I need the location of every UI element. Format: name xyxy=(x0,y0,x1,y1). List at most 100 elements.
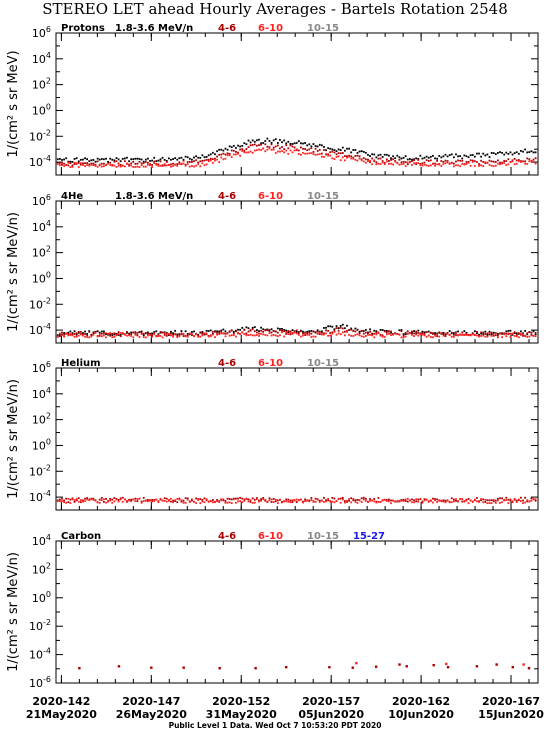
data-point xyxy=(82,332,84,334)
data-point xyxy=(440,499,443,502)
data-point xyxy=(136,332,139,335)
data-point xyxy=(100,496,103,499)
data-point xyxy=(71,498,74,501)
data-point xyxy=(415,332,418,335)
data-point xyxy=(155,330,158,333)
data-point xyxy=(499,151,501,154)
data-point xyxy=(134,157,137,160)
data-point xyxy=(245,326,248,329)
data-point xyxy=(232,144,235,147)
data-point xyxy=(484,161,487,164)
data-point xyxy=(517,160,520,163)
data-point xyxy=(214,157,216,160)
data-point xyxy=(270,141,273,144)
data-point xyxy=(411,160,413,162)
data-point xyxy=(320,155,323,158)
data-point xyxy=(226,501,229,504)
data-point xyxy=(113,160,116,163)
data-point xyxy=(534,333,537,336)
data-point xyxy=(111,501,114,504)
data-point xyxy=(438,331,441,334)
data-point xyxy=(170,163,172,166)
y-tick-label: 102 xyxy=(32,412,51,427)
data-point xyxy=(527,667,531,670)
data-point xyxy=(297,499,300,502)
data-point xyxy=(71,160,74,163)
data-point xyxy=(476,332,478,334)
data-point xyxy=(111,498,114,501)
data-point xyxy=(258,335,260,337)
data-point xyxy=(191,161,193,163)
y-axis-label: 1/(cm² s sr MeV) xyxy=(6,50,21,157)
data-point xyxy=(402,160,405,163)
data-point xyxy=(140,330,143,333)
data-point xyxy=(415,500,418,503)
data-point xyxy=(264,143,267,146)
data-point xyxy=(323,333,325,336)
data-point xyxy=(467,156,470,159)
data-point xyxy=(262,333,265,336)
data-point xyxy=(346,324,348,327)
data-point xyxy=(344,330,346,333)
data-point xyxy=(350,501,353,504)
data-point xyxy=(75,499,78,502)
data-point xyxy=(274,334,277,337)
data-point xyxy=(488,156,491,158)
data-point xyxy=(442,499,445,502)
data-point xyxy=(509,336,512,338)
data-point xyxy=(253,149,256,152)
data-point xyxy=(455,164,457,167)
data-point xyxy=(230,502,233,505)
data-point xyxy=(505,496,508,499)
data-point xyxy=(476,497,478,499)
data-point xyxy=(381,161,384,164)
data-point xyxy=(214,153,216,156)
data-point xyxy=(82,162,84,165)
data-point xyxy=(492,334,495,337)
data-point xyxy=(147,161,149,164)
data-point xyxy=(147,334,149,337)
data-point xyxy=(402,500,405,502)
data-point xyxy=(377,154,380,157)
data-point xyxy=(105,163,107,166)
data-point xyxy=(444,153,447,156)
data-point xyxy=(207,158,210,161)
x-tick-label: 2020-147 xyxy=(122,695,180,708)
data-point xyxy=(299,335,302,338)
data-point xyxy=(239,333,242,336)
legend-entry: 4-6 xyxy=(218,191,236,202)
data-point xyxy=(513,331,516,334)
data-point xyxy=(226,148,229,151)
data-point xyxy=(496,336,499,339)
data-point xyxy=(436,157,439,160)
data-point xyxy=(151,163,154,166)
data-point xyxy=(188,157,191,160)
data-point xyxy=(396,162,399,165)
data-point xyxy=(126,330,128,333)
data-point xyxy=(501,497,503,500)
data-point xyxy=(394,157,397,160)
data-point xyxy=(373,500,376,503)
data-point xyxy=(469,159,472,162)
data-point xyxy=(406,500,409,503)
data-point xyxy=(526,157,529,160)
data-point xyxy=(520,330,522,333)
data-point xyxy=(147,498,149,501)
data-point xyxy=(404,335,407,338)
data-point xyxy=(417,334,420,337)
data-point xyxy=(94,332,97,334)
data-point xyxy=(151,166,154,168)
data-point xyxy=(310,497,313,499)
data-point xyxy=(270,498,273,501)
data-point xyxy=(534,157,537,160)
data-point xyxy=(96,165,99,168)
data-point xyxy=(411,501,413,504)
data-point xyxy=(473,165,476,167)
data-point xyxy=(218,161,221,164)
data-point xyxy=(323,146,325,148)
data-point xyxy=(107,499,109,502)
data-point xyxy=(440,332,443,334)
data-point xyxy=(226,152,229,155)
data-point xyxy=(82,164,84,166)
data-point xyxy=(333,497,336,500)
